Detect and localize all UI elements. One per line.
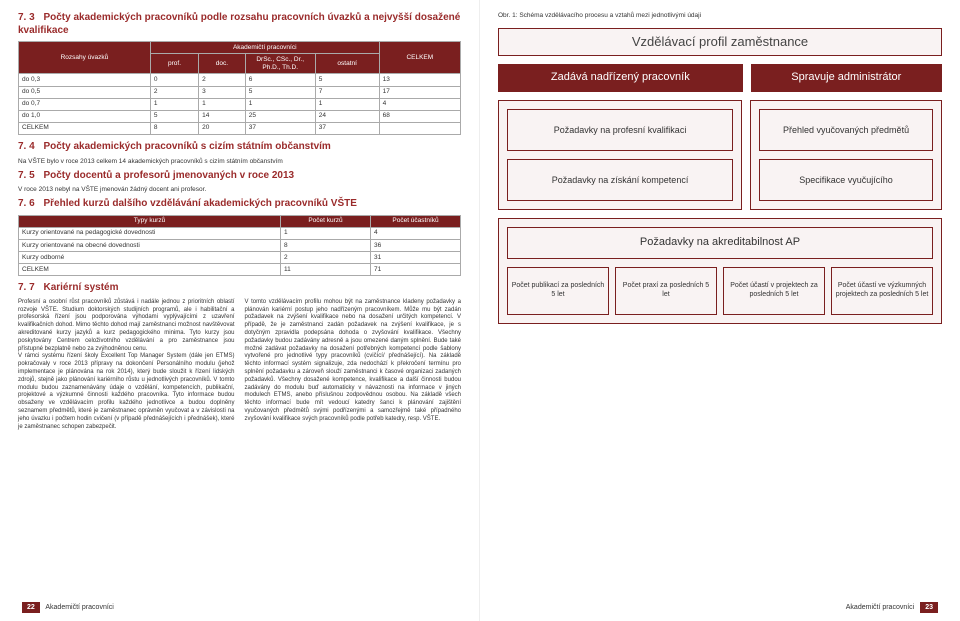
th-pocetu: Počet účastníků <box>371 215 461 227</box>
box-prof-kval: Požadavky na profesní kvalifikaci <box>507 109 733 151</box>
table-row: do 0,3026513 <box>19 74 461 86</box>
sec73-title: 7. 3 Počty akademických pracovníků podle… <box>18 12 461 37</box>
footer-label-left: Akademičtí pracovníci <box>45 604 113 611</box>
box-specifikace: Specifikace vyučujícího <box>759 159 933 201</box>
table-row: CELKEM8203737 <box>19 122 461 134</box>
table-73: Rozsahy úvazků Akademičtí pracovníci CEL… <box>18 41 461 135</box>
table-row: do 0,711114 <box>19 98 461 110</box>
figure-caption: Obr. 1: Schéma vzdělávacího procesu a vz… <box>498 12 942 20</box>
sec74-title-text: Počty akademických pracovníků s cizím st… <box>43 141 330 152</box>
sec76-num: 7. 6 <box>18 198 35 209</box>
sec77-title: 7. 7 Kariérní systém <box>18 282 461 295</box>
page-right: Obr. 1: Schéma vzdělávacího procesu a vz… <box>480 0 960 621</box>
th-prof: prof. <box>150 54 198 74</box>
nested-right: Přehled vyučovaných předmětů Specifikace… <box>750 100 942 210</box>
stat-box: Počet účastí ve výzkumných projektech za… <box>831 267 933 315</box>
th-drsc: DrSc., CSc., Dr., Ph.D., Th.D. <box>245 54 315 74</box>
table-row: CELKEM1171 <box>19 264 461 276</box>
sec76-title: 7. 6 Přehled kurzů dalšího vzdělávání ak… <box>18 198 461 211</box>
sec74-note: Na VŠTE bylo v roce 2013 celkem 14 akade… <box>18 158 461 166</box>
box-kompetence: Požadavky na získání kompetencí <box>507 159 733 201</box>
sec73-num: 7. 3 <box>18 12 35 23</box>
table-row: Kurzy orientované na obecné dovednosti83… <box>19 240 461 252</box>
box-zadava: Zadává nadřízený pracovník <box>498 64 743 92</box>
stat-box: Počet praxí za posledních 5 let <box>615 267 717 315</box>
sec75-title-text: Počty docentů a profesorů jmenovaných v … <box>43 170 294 181</box>
sec75-note: V roce 2013 nebyl na VŠTE jmenován žádný… <box>18 186 461 194</box>
sec77-title-text: Kariérní systém <box>43 282 118 293</box>
th-typy: Typy kurzů <box>19 215 281 227</box>
page-num-left: 22 <box>22 602 40 613</box>
th-rozsah: Rozsahy úvazků <box>19 42 151 74</box>
th-doc: doc. <box>199 54 246 74</box>
page-left: 7. 3 Počty akademických pracovníků podle… <box>0 0 480 621</box>
stat-box: Počet účastí v projektech za posledních … <box>723 267 825 315</box>
sec75-num: 7. 5 <box>18 170 35 181</box>
stat-box: Počet publikací za posledních 5 let <box>507 267 609 315</box>
row4: Počet publikací za posledních 5 letPočet… <box>507 267 933 315</box>
th-akad: Akademičtí pracovníci <box>150 42 379 54</box>
sec77-p2: V rámci systému řízení školy Excellent T… <box>18 353 235 431</box>
box-akredit: Požadavky na akreditabilnost AP <box>507 227 933 259</box>
sec74-num: 7. 4 <box>18 141 35 152</box>
diagram: Vzdělávací profil zaměstnance Zadává nad… <box>498 28 942 324</box>
nested-bottom: Požadavky na akreditabilnost AP Počet pu… <box>498 218 942 324</box>
box-prehled: Přehled vyučovaných předmětů <box>759 109 933 151</box>
diagram-title: Vzdělávací profil zaměstnance <box>498 28 942 56</box>
sec77-num: 7. 7 <box>18 282 35 293</box>
nested-left: Požadavky na profesní kvalifikaci Požada… <box>498 100 742 210</box>
table-row: Kurzy orientované na pedagogické dovedno… <box>19 227 461 239</box>
sec73-title-text: Počty akademických pracovníků podle rozs… <box>18 12 460 36</box>
footer-left: 22 Akademičtí pracovníci <box>18 604 114 613</box>
sec77-body: Profesní a osobní růst pracovníků zůstáv… <box>18 299 461 432</box>
sec76-title-text: Přehled kurzů dalšího vzdělávání akademi… <box>43 198 356 209</box>
table-row: do 0,5235717 <box>19 86 461 98</box>
table-row: Kurzy odborné231 <box>19 252 461 264</box>
table-76: Typy kurzů Počet kurzů Počet účastníků K… <box>18 215 461 277</box>
table-row: do 1,0514252468 <box>19 110 461 122</box>
footer-label-right: Akademičtí pracovníci <box>846 604 914 611</box>
sec75-title: 7. 5 Počty docentů a profesorů jmenovaný… <box>18 170 461 183</box>
sec74-title: 7. 4 Počty akademických pracovníků s ciz… <box>18 141 461 154</box>
sec77-p1: Profesní a osobní růst pracovníků zůstáv… <box>18 299 235 354</box>
footer-right: Akademičtí pracovníci 23 <box>846 604 942 613</box>
th-pocetk: Počet kurzů <box>281 215 371 227</box>
page-num-right: 23 <box>920 602 938 613</box>
th-total: CELKEM <box>379 42 460 74</box>
th-ostatni: ostatní <box>315 54 379 74</box>
box-spravuje: Spravuje administrátor <box>751 64 942 92</box>
sec77-p3: V tomto vzdělávacím profilu mohou být na… <box>245 299 462 424</box>
